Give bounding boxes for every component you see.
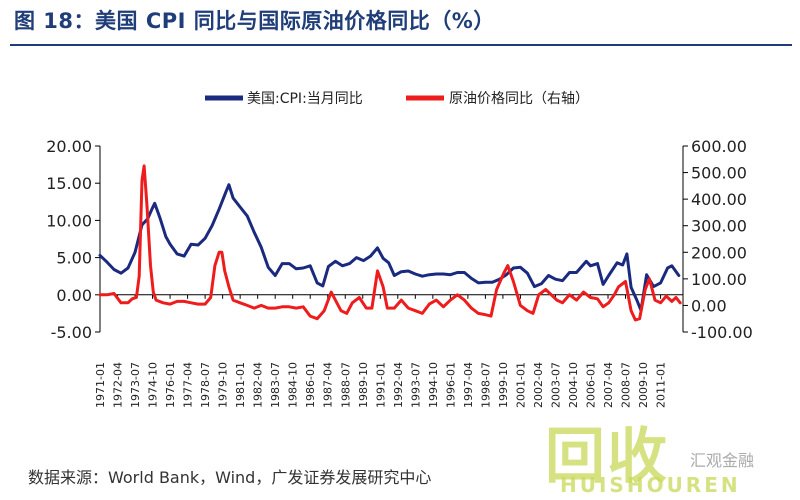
legend: 美国:CPI:当月同比 原油价格同比（右轴） [205,91,589,107]
x-tick-label: 1993-07 [409,362,422,408]
x-tick-label: 1976-01 [164,362,177,408]
x-tick-label: 2007-04 [602,362,615,408]
y-right-tick-label: 200.00 [691,243,747,262]
y-right-tick-label: -100.00 [691,323,753,342]
x-tick-label: 1974-10 [147,362,160,408]
y-right-tick-label: 0.00 [691,296,727,315]
x-tick-label: 1973-07 [129,362,142,408]
y-left-tick-label: 5.00 [56,249,92,268]
y-left-tick-label: -5.00 [51,323,92,342]
x-tick-label: 2006-01 [585,362,598,408]
watermark-logo: 回收 [545,422,669,492]
x-tick-label: 1997-04 [462,362,475,408]
x-tick-label: 2002-04 [532,362,545,408]
axes: 20.00 15.00 10.00 5.00 0.00 -5.00 600.00 500.00… [46,137,753,408]
source-note: 数据来源：World Bank，Wind，广发证券发展研究中心 [28,468,432,487]
y-right-tick-label: 400.00 [691,190,747,209]
x-tick-label: 1991-01 [374,362,387,408]
legend-label-oil: 原油价格同比（右轴） [449,91,589,107]
x-tick-label: 1982-04 [252,362,265,408]
watermark-subtext: HUISHOUREN [560,473,741,497]
x-tick-label: 1972-04 [112,362,125,408]
x-tick-label: 1987-04 [322,362,335,408]
x-tick-label: 2001-01 [514,362,527,408]
y-right-tick-label: 100.00 [691,270,747,289]
y-left-tick-label: 15.00 [46,174,92,193]
y-left-tick-label: 10.00 [46,211,92,230]
x-tick-label: 1994-10 [427,362,440,408]
chart-title: 图 18：美国 CPI 同比与国际原油价格同比（%） [14,9,495,33]
y-right-tick-label: 300.00 [691,217,747,236]
x-tick-label: 1983-07 [269,362,282,408]
y-left-tick-label: 20.00 [46,137,92,156]
x-tick-label: 1998-07 [479,362,492,408]
title-divider [10,44,792,46]
x-tick-label: 2008-07 [620,362,633,408]
x-tick-label: 1984-10 [287,362,300,408]
x-tick-label: 1977-04 [182,362,195,408]
series-layer [98,164,682,322]
x-tick-label: 1971-01 [94,362,107,408]
y-right-tick-label: 600.00 [691,137,747,156]
x-tick-label: 1988-07 [339,362,352,408]
y-right-tick-label: 500.00 [691,164,747,183]
x-tick-label: 2011-01 [655,362,668,408]
series-line-oil [98,164,682,322]
y-left-tick-label: 0.00 [56,286,92,305]
x-tick-label: 1979-10 [217,362,230,408]
x-tick-label: 1992-04 [392,362,405,408]
x-tick-label: 1986-01 [304,362,317,408]
x-tick-label: 2009-10 [637,362,650,408]
x-tick-label: 1999-10 [497,362,510,408]
watermark-side-logo: 汇观金融 [690,451,755,470]
x-tick-label: 1989-10 [357,362,370,408]
x-tick-label: 2003-07 [549,362,562,408]
legend-label-cpi: 美国:CPI:当月同比 [247,91,363,107]
x-tick-label: 1978-07 [199,362,212,408]
series-line-cpi [98,183,681,312]
x-tick-label: 2004-10 [567,362,580,408]
x-tick-label: 1996-01 [444,362,457,408]
chart: 美国:CPI:当月同比 原油价格同比（右轴） 20.00 15.00 10.00 5.… [46,91,753,408]
x-tick-label: 1981-01 [234,362,247,408]
